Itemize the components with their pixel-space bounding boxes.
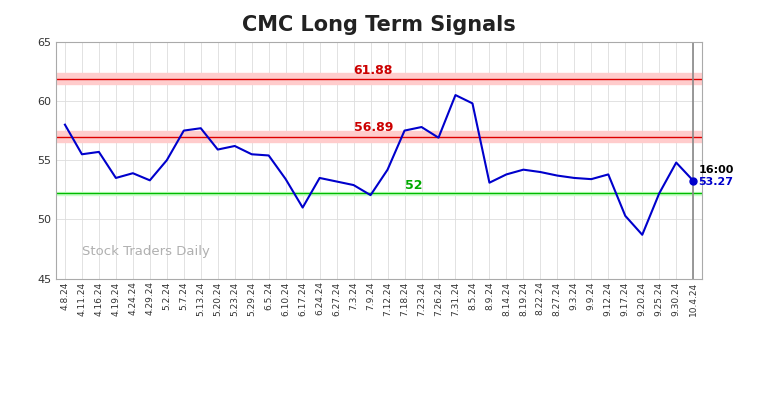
Text: 61.88: 61.88: [354, 64, 393, 77]
Bar: [56, 73, 702, 84]
Text: 53.27: 53.27: [699, 177, 733, 187]
Text: 52: 52: [405, 179, 422, 191]
Title: CMC Long Term Signals: CMC Long Term Signals: [242, 15, 516, 35]
Bar: [56, 192, 702, 195]
Bar: [56, 131, 702, 142]
Text: 16:00: 16:00: [699, 165, 734, 175]
Text: Stock Traders Daily: Stock Traders Daily: [82, 245, 210, 258]
Text: 56.89: 56.89: [354, 121, 393, 134]
